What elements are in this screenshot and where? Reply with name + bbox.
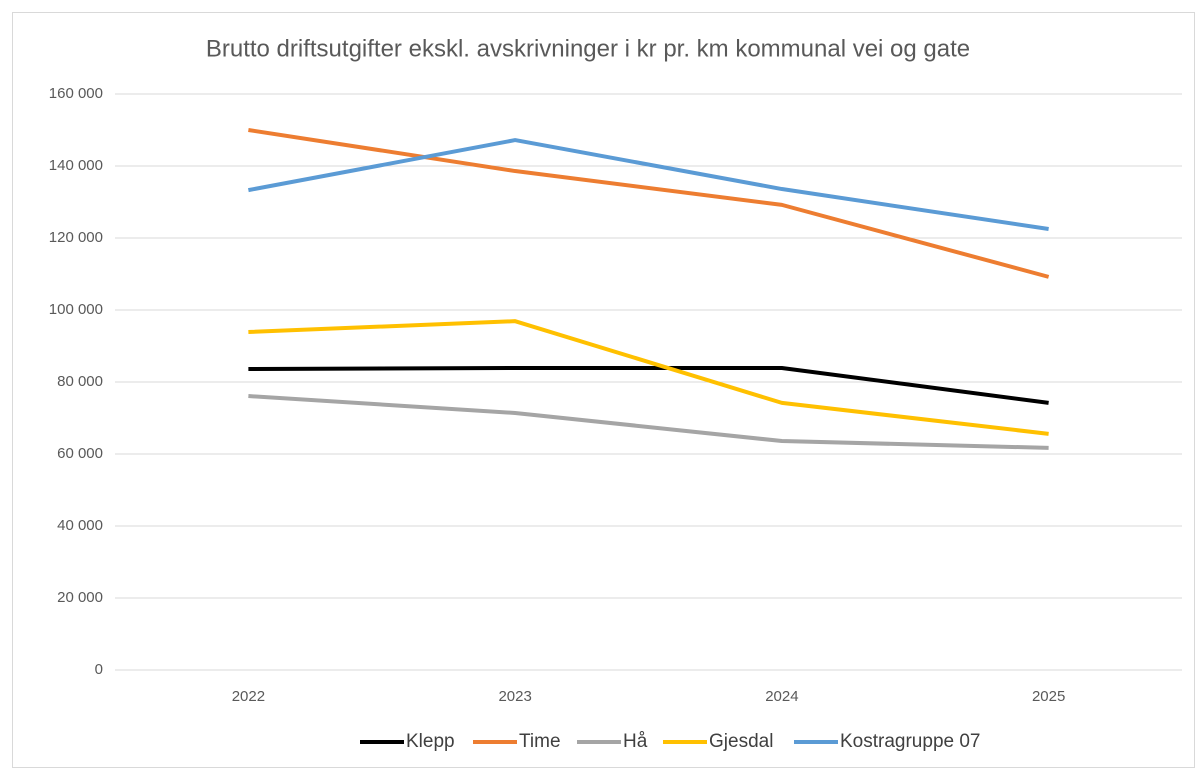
y-tick-label: 0 [95,661,103,678]
legend-label: Gjesdal [709,731,773,752]
x-tick-label: 2025 [1032,688,1065,705]
y-tick-label: 140 000 [49,157,103,174]
y-tick-label: 40 000 [57,517,103,534]
legend-label: Kostragruppe 07 [840,731,981,752]
legend-label: Klepp [406,731,455,752]
chart-title: Brutto driftsutgifter ekskl. avskrivning… [206,35,970,62]
y-tick-label: 20 000 [57,589,103,606]
series-line [248,365,1049,405]
series-line [248,128,1050,279]
series-line [248,138,1049,231]
x-tick-label: 2024 [765,688,798,705]
y-tick-label: 100 000 [49,301,103,318]
legend-label: Time [519,731,561,752]
legend-label: Hå [623,731,648,752]
chart-border [12,12,1195,768]
y-tick-label: 120 000 [49,229,103,246]
x-tick-label: 2023 [498,688,531,705]
x-tick-label: 2022 [232,688,265,705]
y-tick-label: 80 000 [57,373,103,390]
series-line [248,319,1049,436]
y-tick-label: 60 000 [57,445,103,462]
series-line [248,394,1049,450]
y-tick-label: 160 000 [49,85,103,102]
